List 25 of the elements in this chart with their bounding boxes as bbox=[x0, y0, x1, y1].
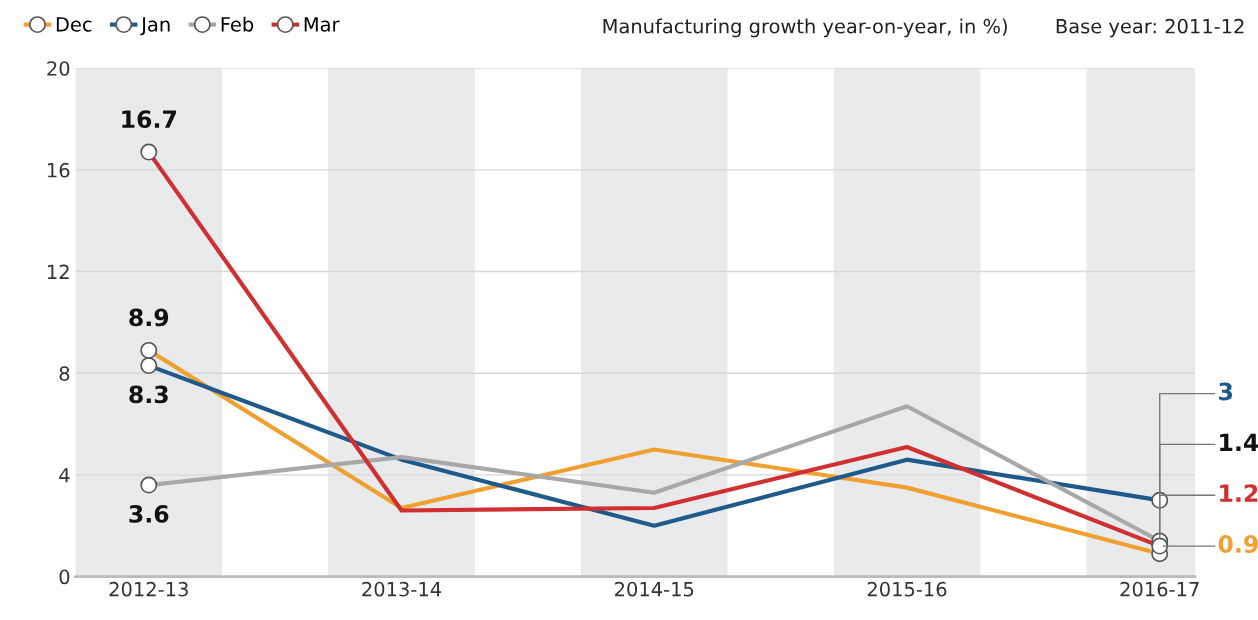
y-tick-label: 8 bbox=[59, 366, 70, 381]
x-tick-label: 2014-15 bbox=[615, 581, 694, 597]
legend-label: Dec bbox=[56, 17, 92, 32]
y-tick-label: 4 bbox=[59, 468, 70, 483]
data-label: 3.6 bbox=[129, 504, 169, 523]
text: Base year: 2011-12 bbox=[1056, 18, 1244, 38]
x-tick-label: 2012-13 bbox=[109, 581, 188, 597]
data-label: 3 bbox=[1219, 382, 1233, 401]
x-tick-label: 2016-17 bbox=[1120, 581, 1199, 597]
data-label: 1.2 bbox=[1220, 484, 1258, 502]
data-label: 8.9 bbox=[129, 308, 169, 327]
chart-title: Manufacturing growth year-on-year, in %) bbox=[603, 18, 1007, 38]
y-tick-label: 16 bbox=[48, 162, 70, 178]
data-label: 0.9 bbox=[1218, 535, 1258, 553]
x-tick-label: 2015-16 bbox=[867, 581, 947, 597]
data-label: 8.3 bbox=[129, 385, 168, 404]
y-tick-label: 0 bbox=[59, 569, 70, 585]
y-tick-label: 12 bbox=[48, 264, 69, 279]
y-tick-label: 20 bbox=[47, 61, 70, 76]
data-label: 16.7 bbox=[122, 110, 177, 129]
x-tick-label: 2013-14 bbox=[362, 581, 442, 597]
legend-label: Feb bbox=[221, 16, 254, 32]
legend-label: Jan bbox=[140, 17, 170, 36]
legend-label: Mar bbox=[304, 17, 340, 32]
data-label: 1.4 bbox=[1220, 433, 1258, 451]
